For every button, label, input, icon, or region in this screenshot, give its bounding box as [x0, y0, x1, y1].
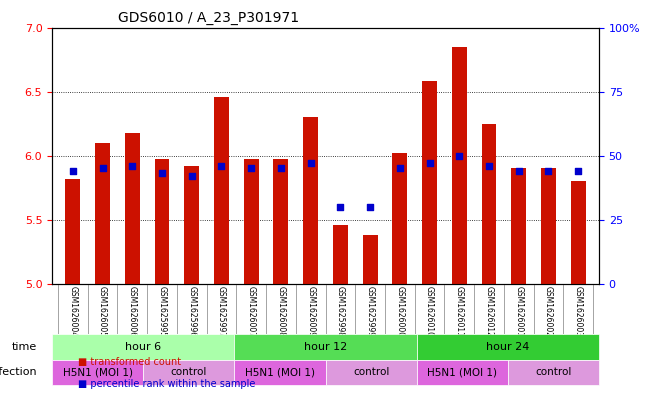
Bar: [273, 160, 288, 284]
Point: [573, 168, 583, 174]
Bar: [333, 225, 348, 284]
Bar: [184, 166, 199, 284]
Text: GSM1626010: GSM1626010: [425, 286, 434, 337]
Bar: [214, 97, 229, 284]
Text: GSM1626012: GSM1626012: [484, 286, 493, 337]
Point: [276, 165, 286, 171]
Point: [216, 163, 227, 169]
Point: [395, 165, 405, 171]
Bar: [482, 123, 497, 284]
Text: GSM1626006: GSM1626006: [128, 286, 137, 337]
Bar: [303, 117, 318, 284]
FancyBboxPatch shape: [508, 360, 599, 385]
Point: [484, 163, 494, 169]
Bar: [571, 181, 585, 284]
FancyBboxPatch shape: [326, 360, 417, 385]
Point: [246, 165, 256, 171]
Text: GSM1625996: GSM1625996: [187, 286, 196, 337]
Text: ■ percentile rank within the sample: ■ percentile rank within the sample: [78, 379, 255, 389]
FancyBboxPatch shape: [417, 334, 599, 360]
Bar: [243, 160, 258, 284]
FancyBboxPatch shape: [234, 334, 417, 360]
Text: GSM1626005: GSM1626005: [98, 286, 107, 337]
Bar: [452, 47, 467, 284]
Text: GSM1626000: GSM1626000: [395, 286, 404, 337]
Text: control: control: [171, 367, 207, 377]
Text: hour 24: hour 24: [486, 342, 529, 352]
Point: [454, 152, 464, 159]
Text: GDS6010 / A_23_P301971: GDS6010 / A_23_P301971: [118, 11, 299, 25]
Text: hour 6: hour 6: [125, 342, 161, 352]
Point: [68, 168, 78, 174]
Bar: [393, 153, 408, 284]
FancyBboxPatch shape: [52, 334, 234, 360]
FancyBboxPatch shape: [417, 360, 508, 385]
Text: GSM1626001: GSM1626001: [514, 286, 523, 337]
Point: [335, 204, 346, 210]
Bar: [363, 235, 378, 284]
Point: [127, 163, 137, 169]
Text: control: control: [353, 367, 389, 377]
Text: GSM1626004: GSM1626004: [68, 286, 77, 337]
Bar: [155, 160, 169, 284]
Bar: [511, 168, 526, 284]
Text: ■ transformed count: ■ transformed count: [78, 358, 181, 367]
Text: H5N1 (MOI 1): H5N1 (MOI 1): [245, 367, 315, 377]
Point: [157, 170, 167, 176]
Text: hour 12: hour 12: [304, 342, 347, 352]
Point: [514, 168, 524, 174]
Text: GSM1626002: GSM1626002: [544, 286, 553, 337]
Text: control: control: [535, 367, 572, 377]
Point: [187, 173, 197, 179]
Bar: [125, 132, 140, 284]
Bar: [66, 178, 80, 284]
Point: [424, 160, 435, 166]
Text: GSM1625995: GSM1625995: [158, 286, 167, 337]
Point: [98, 165, 108, 171]
Text: GSM1625998: GSM1625998: [336, 286, 345, 337]
Text: H5N1 (MOI 1): H5N1 (MOI 1): [427, 367, 497, 377]
Text: infection: infection: [0, 367, 37, 377]
Point: [365, 204, 375, 210]
Point: [305, 160, 316, 166]
FancyBboxPatch shape: [52, 360, 143, 385]
Text: time: time: [12, 342, 37, 352]
Bar: [422, 81, 437, 284]
Point: [543, 168, 553, 174]
Text: GSM1626011: GSM1626011: [455, 286, 464, 337]
FancyBboxPatch shape: [143, 360, 234, 385]
FancyBboxPatch shape: [234, 360, 326, 385]
Text: GSM1626009: GSM1626009: [306, 286, 315, 337]
Text: GSM1626008: GSM1626008: [277, 286, 285, 337]
Text: GSM1626003: GSM1626003: [574, 286, 583, 337]
Bar: [95, 143, 110, 284]
Text: GSM1626007: GSM1626007: [247, 286, 256, 337]
Bar: [541, 168, 556, 284]
Text: GSM1625997: GSM1625997: [217, 286, 226, 337]
Text: GSM1625999: GSM1625999: [366, 286, 374, 337]
Text: H5N1 (MOI 1): H5N1 (MOI 1): [62, 367, 133, 377]
